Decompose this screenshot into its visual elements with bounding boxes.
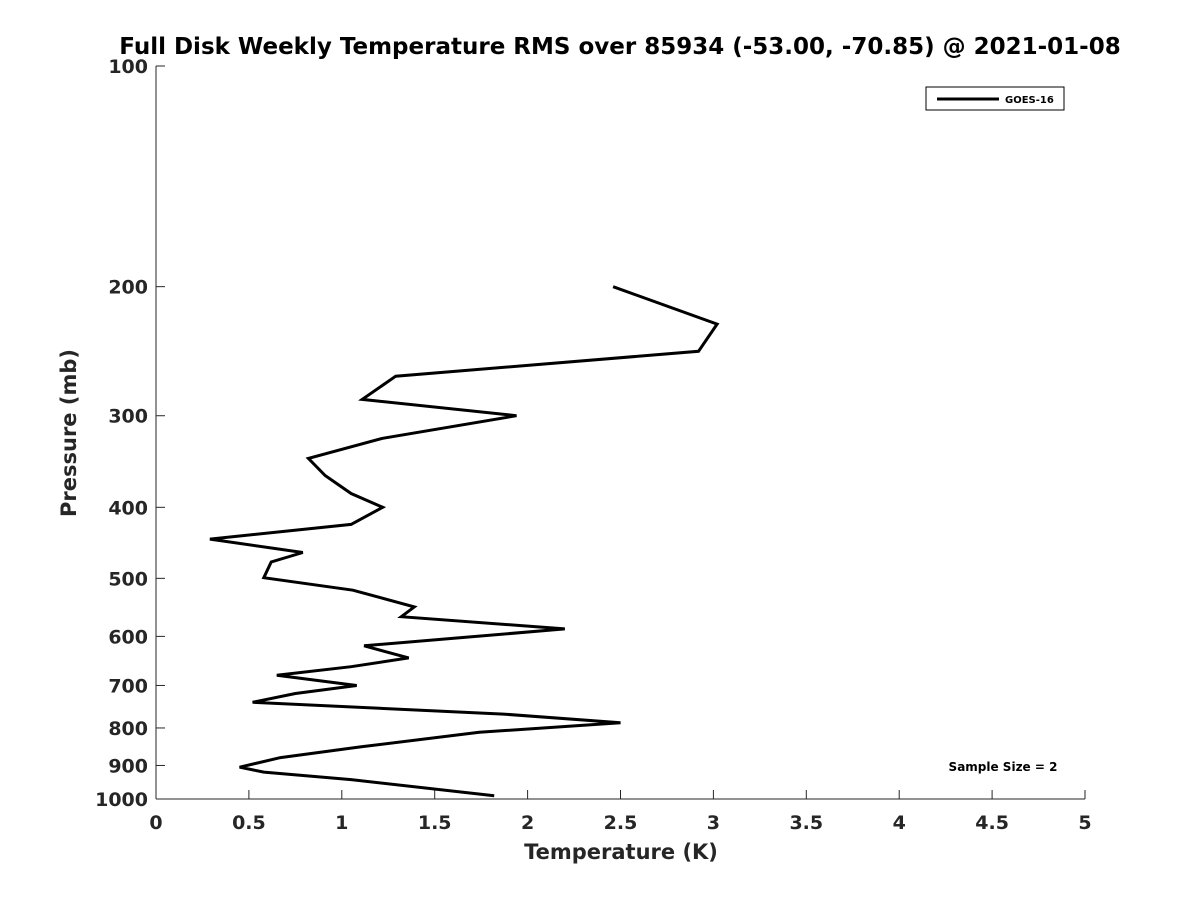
- y-tick-label: 300: [108, 406, 148, 428]
- chart-title: Full Disk Weekly Temperature RMS over 85…: [119, 34, 1121, 60]
- y-tick-label: 900: [108, 755, 148, 777]
- sample-size-annotation: Sample Size = 2: [949, 760, 1058, 774]
- legend: GOES-16: [925, 86, 1065, 111]
- x-tick-label: 1: [335, 812, 348, 834]
- x-tick-label: 0.5: [232, 812, 266, 834]
- x-tick-label: 0: [149, 812, 162, 834]
- x-tick-label: 2.5: [604, 812, 638, 834]
- x-tick-label: 2: [521, 812, 534, 834]
- legend-label-goes16: GOES-16: [1005, 95, 1054, 106]
- y-tick-label: 1000: [95, 789, 148, 811]
- x-tick-label: 4.5: [975, 812, 1009, 834]
- axes: 0 0.5 1 1.5 2 2.5 3 3.5 4 4.5 5 100 200 300 400 500 600 7…: [95, 56, 1092, 834]
- series-layer: [209, 285, 720, 798]
- y-tick-label: 800: [108, 718, 148, 740]
- x-axis-label: Temperature (K): [524, 840, 718, 864]
- x-tick-label: 3: [707, 812, 720, 834]
- y-tick-label: 200: [108, 277, 148, 299]
- x-tick-label: 5: [1078, 812, 1091, 834]
- x-tick-label: 3.5: [789, 812, 823, 834]
- y-tick-label: 100: [108, 56, 148, 78]
- series-line-goes16: [209, 285, 720, 798]
- x-tick-label: 1.5: [418, 812, 452, 834]
- y-tick-label: 400: [108, 497, 148, 519]
- y-tick-label: 700: [108, 675, 148, 697]
- y-tick-label: 500: [108, 568, 148, 590]
- y-tick-label: 600: [108, 626, 148, 648]
- y-axis-label: Pressure (mb): [57, 349, 81, 517]
- x-tick-label: 4: [893, 812, 906, 834]
